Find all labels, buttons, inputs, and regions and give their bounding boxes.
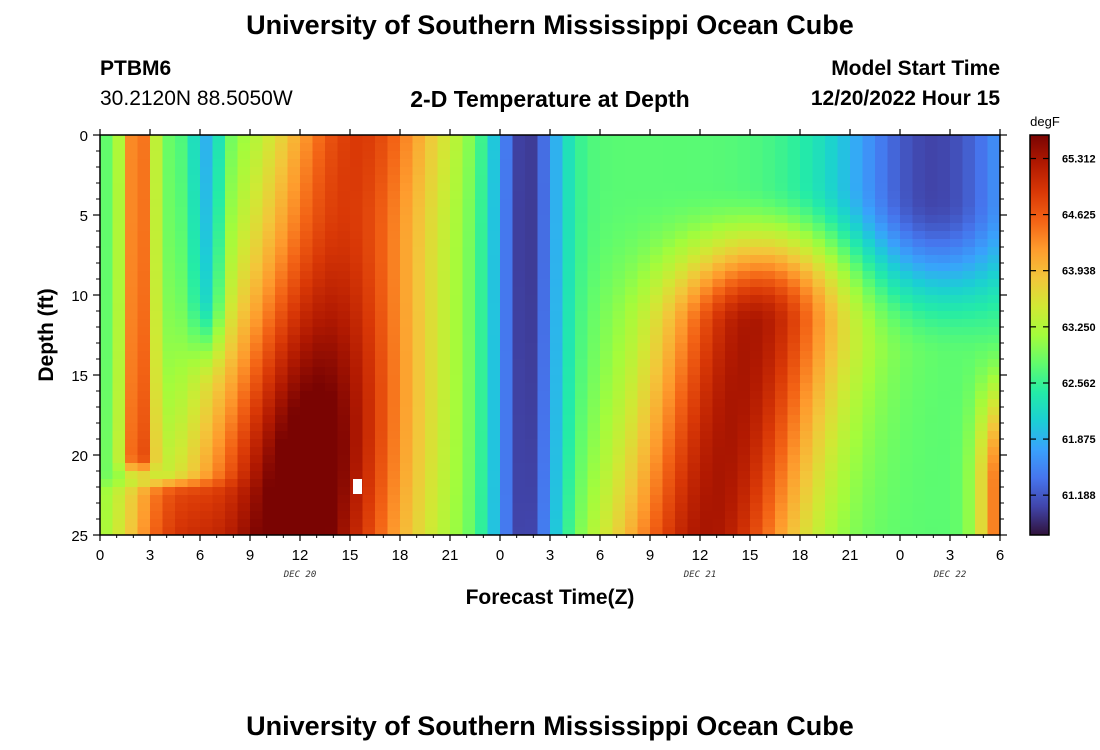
x-tick-label: 3	[546, 547, 554, 564]
colorbar-unit: degF	[1030, 114, 1060, 129]
y-axis-label: Depth (ft)	[35, 288, 58, 382]
colorbar-ticks: 65.312 64.625 63.938 63.250 62.562 61.875 61.1…	[1030, 154, 1096, 502]
model-start-value: 12/20/2022 Hour 15	[810, 87, 1000, 110]
model-start-label: Model Start Time	[831, 57, 1000, 80]
x-tick-label: 0	[896, 547, 904, 564]
x-axis: 0 3 6 9 12 15 18 21 0 3 6 9 12 15 18 21 0 3 6	[96, 129, 1004, 564]
colorbar-tick-label: 61.875	[1062, 434, 1096, 446]
station-coordinates: 30.2120N 88.5050W	[100, 87, 293, 110]
x-tick-label: 9	[646, 547, 654, 564]
marker-box	[353, 479, 362, 494]
page-title-bottom: University of Southern Mississippi Ocean…	[246, 711, 854, 741]
x-tick-label: 15	[742, 547, 759, 564]
x-tick-label: 6	[596, 547, 604, 564]
date-label: DEC 21	[683, 570, 717, 580]
colorbar-tick-label: 63.938	[1062, 266, 1096, 278]
x-tick-label: 12	[692, 547, 709, 564]
y-axis: 0 5 10 15 20 25	[71, 128, 1007, 545]
y-tick-label: 15	[71, 368, 88, 385]
y-tick-label: 5	[80, 208, 88, 225]
x-tick-label: 0	[96, 547, 104, 564]
colorbar-tick-label: 65.312	[1062, 154, 1096, 166]
x-tick-label: 21	[442, 547, 459, 564]
date-label: DEC 20	[283, 570, 317, 580]
x-tick-label: 9	[246, 547, 254, 564]
y-tick-label: 20	[71, 448, 88, 465]
x-tick-label: 6	[996, 547, 1004, 564]
station-name: PTBM6	[100, 57, 172, 80]
y-tick-label: 0	[80, 128, 88, 145]
x-tick-label: 18	[392, 547, 409, 564]
colorbar-tick-label: 64.625	[1062, 210, 1096, 222]
colorbar	[1030, 135, 1049, 535]
x-tick-label: 21	[842, 547, 859, 564]
x-tick-label: 15	[342, 547, 359, 564]
colorbar-tick-label: 63.250	[1062, 322, 1096, 334]
x-tick-label: 18	[792, 547, 809, 564]
colorbar-frame	[1029, 134, 1050, 536]
x-axis-label: Forecast Time(Z)	[465, 586, 635, 609]
y-tick-label: 10	[71, 288, 88, 305]
x-tick-label: 3	[146, 547, 154, 564]
x-tick-label: 0	[496, 547, 504, 564]
y-tick-label: 25	[71, 528, 88, 545]
heatmap-cells	[100, 135, 1000, 535]
colorbar-tick-label: 61.188	[1062, 490, 1096, 502]
x-tick-label: 3	[946, 547, 954, 564]
plot-title: 2-D Temperature at Depth	[410, 86, 690, 112]
x-tick-label: 6	[196, 547, 204, 564]
temperature-depth-chart: 0 3 6 9 12 15 18 21 0 3 6 9 12 15 18 21 0 3 6 0 5 10 15 20 25 d…	[71, 114, 1096, 564]
x-tick-label: 12	[292, 547, 309, 564]
colorbar-tick-label: 62.562	[1062, 378, 1096, 390]
date-label: DEC 22	[933, 570, 967, 580]
page-title: University of Southern Mississippi Ocean…	[246, 10, 854, 40]
